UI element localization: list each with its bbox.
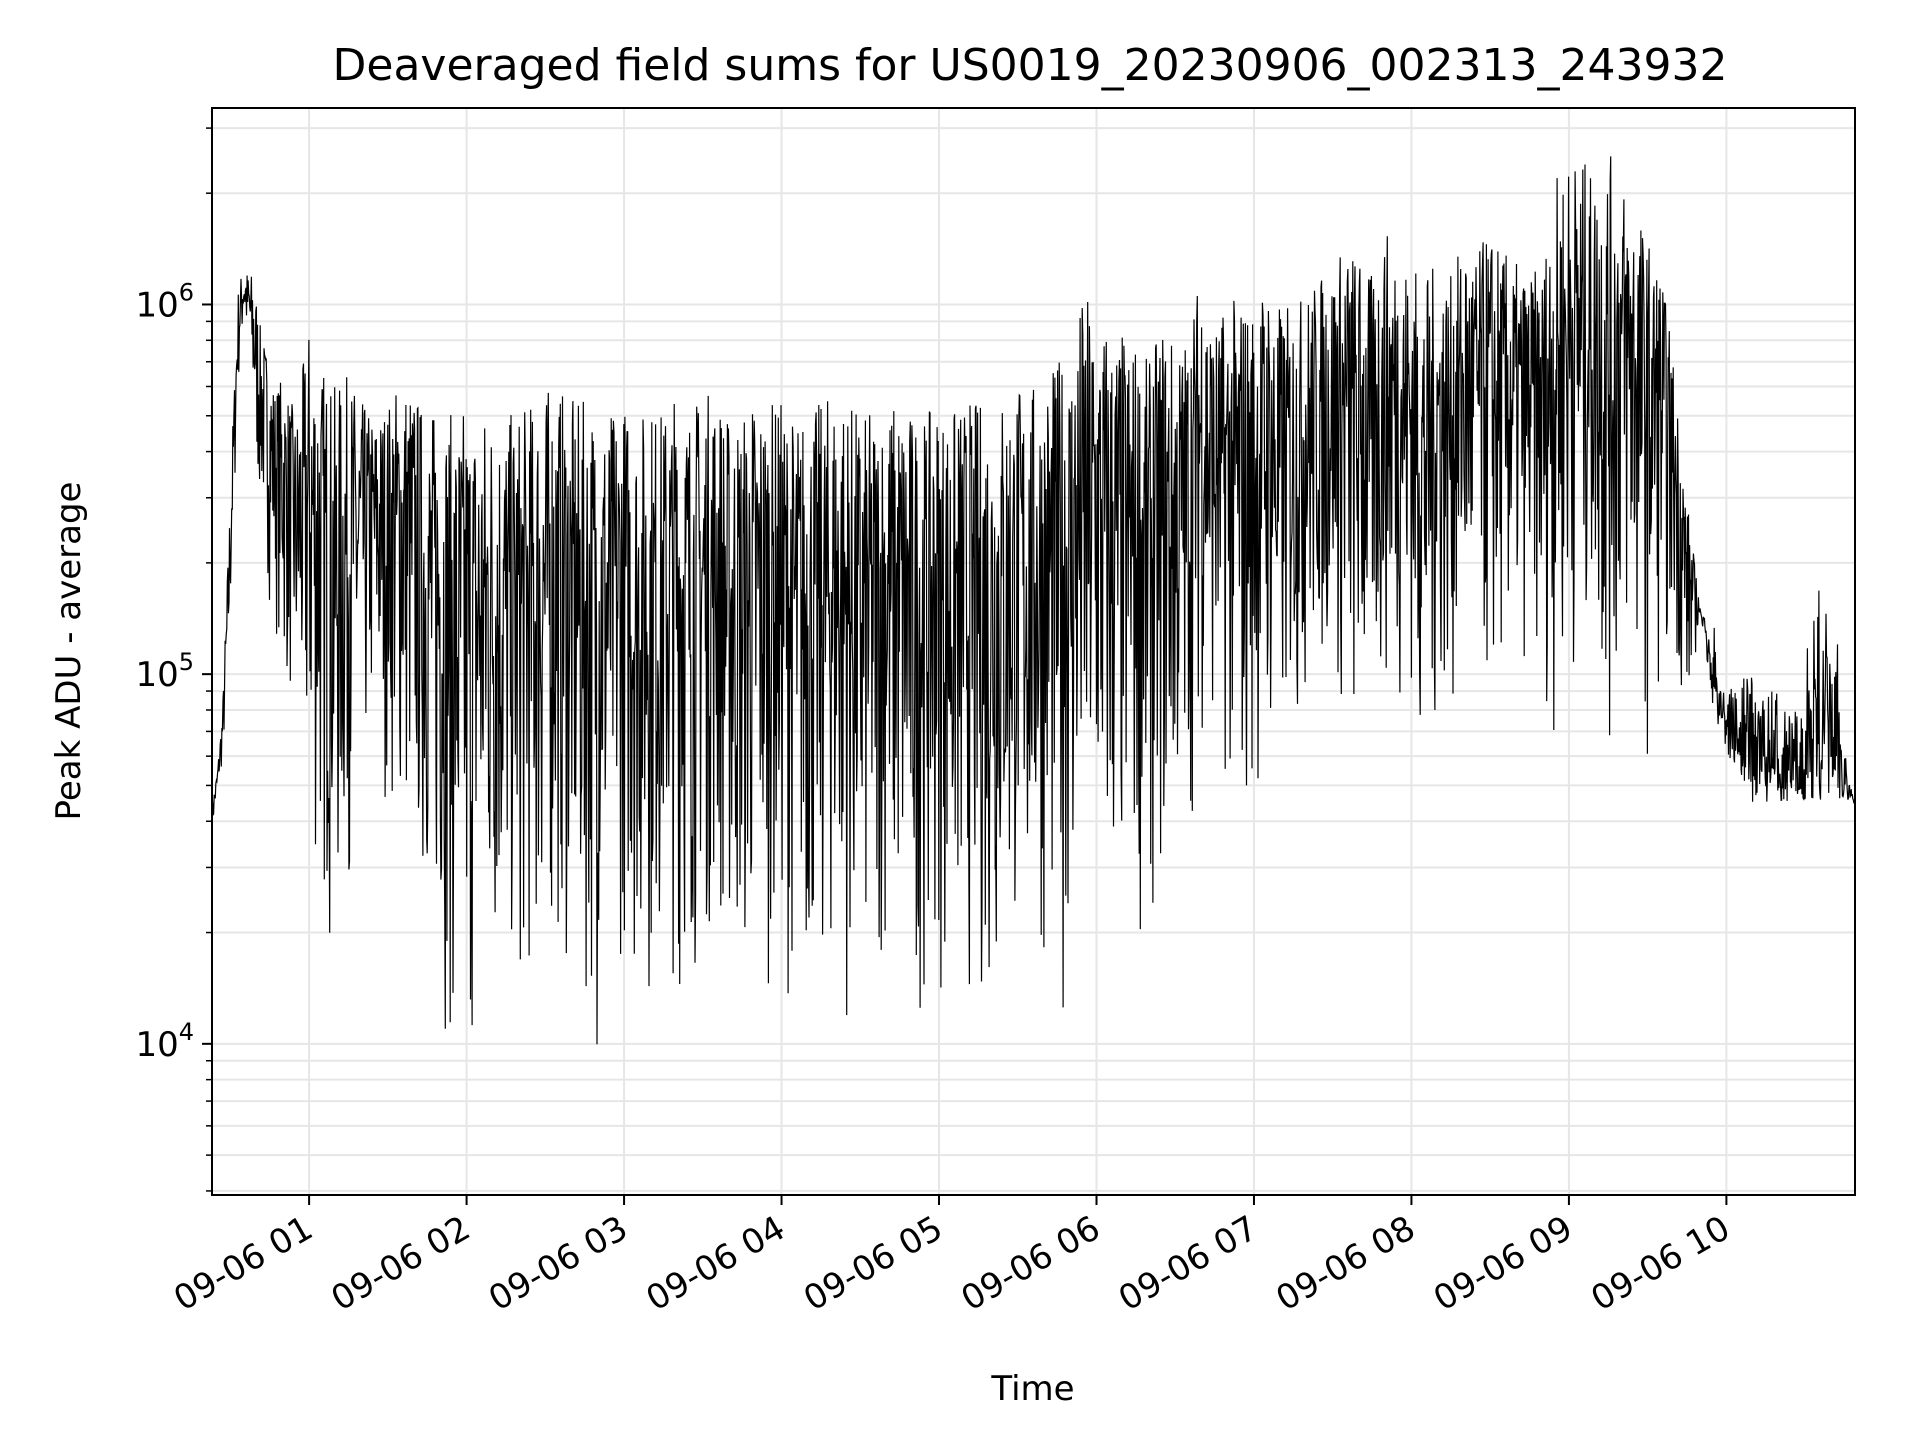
y-tick-label: 104	[135, 1018, 194, 1065]
x-axis-label: Time	[990, 1369, 1074, 1409]
y-tick-label: 105	[135, 648, 194, 695]
y-axis: 104 105 106	[135, 127, 212, 1192]
chart-title: Deaveraged field sums for US0019_2023090…	[333, 40, 1728, 91]
y-tick-label: 106	[135, 278, 194, 325]
data-series-line	[212, 156, 1855, 1045]
grid	[212, 108, 1855, 1195]
plot-frame	[211, 107, 1856, 1196]
series-group	[212, 156, 1855, 1045]
y-axis-label: Peak ADU - average	[49, 482, 89, 821]
